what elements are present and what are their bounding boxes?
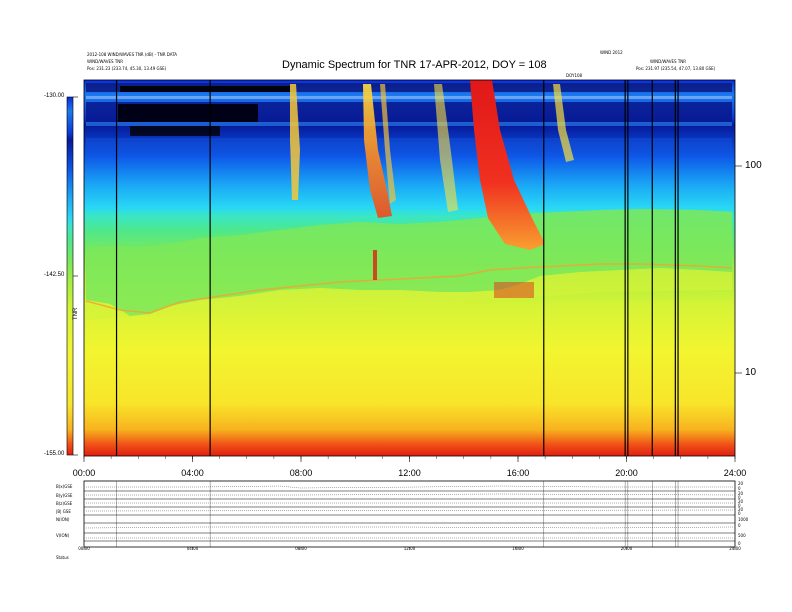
lower-trace bbox=[86, 493, 734, 496]
lower-row-label: N(ION) bbox=[56, 517, 70, 522]
dark-band bbox=[86, 122, 732, 126]
green-band bbox=[86, 209, 732, 316]
lower-right-label: 0 bbox=[738, 523, 741, 528]
lower-right-label: 0 bbox=[738, 541, 741, 546]
radio-burst bbox=[470, 80, 545, 250]
lower-right-label: 1000 bbox=[738, 517, 749, 522]
y-tick-label: 10 bbox=[745, 367, 757, 378]
lower-row-label: Status bbox=[56, 555, 69, 560]
header-right-line-3: Pos: 231.97 (235.54, 47.07, 13.80 GSE) bbox=[636, 66, 716, 71]
chart-title: Dynamic Spectrum for TNR 17-APR-2012, DO… bbox=[282, 59, 547, 71]
colorbar-tick-label: -142.50 bbox=[44, 272, 65, 278]
radio-burst bbox=[290, 84, 300, 200]
radio-burst bbox=[373, 250, 377, 280]
lower-x-tick-label: 24:00 bbox=[729, 546, 741, 551]
lower-right-label: 20 bbox=[738, 507, 744, 512]
lower-right-label: 0 bbox=[738, 503, 741, 508]
lower-row-label: V(ION) bbox=[56, 533, 70, 538]
lower-right-label: 0 bbox=[738, 495, 741, 500]
x-tick-label: 16:00 bbox=[507, 468, 530, 478]
header-left-line-3: Pos: 231.23 (233.74, 45.30, 13.49 GSE) bbox=[87, 66, 167, 71]
header-right-line-2: WIND/WAVES TNR bbox=[650, 59, 687, 64]
x-tick-label: 24:00 bbox=[724, 468, 747, 478]
y-tick-label: 100 bbox=[745, 160, 762, 171]
x-tick-label: 08:00 bbox=[290, 468, 313, 478]
radio-burst bbox=[494, 282, 534, 298]
colorbar-axis-label: TNR bbox=[73, 307, 79, 320]
colorbar bbox=[66, 96, 74, 456]
dark-band bbox=[86, 96, 732, 99]
header-right-line-4: DOY108 bbox=[566, 73, 583, 78]
lower-right-label: 20 bbox=[738, 491, 744, 496]
radio-burst bbox=[363, 84, 392, 218]
radio-burst bbox=[553, 84, 574, 162]
lower-row-label: B(y)GSE bbox=[56, 493, 73, 498]
header-right-line-1: WIND 2012 bbox=[600, 50, 623, 55]
lower-row-label: B(x)GSE bbox=[56, 484, 73, 489]
dark-band bbox=[86, 83, 732, 92]
lower-x-tick-label: 04:00 bbox=[187, 546, 199, 551]
lower-x-tick-label: 12:00 bbox=[404, 546, 416, 551]
lower-trace bbox=[85, 526, 734, 529]
lower-row-label: B(z)GSE bbox=[56, 501, 73, 506]
header-left-line-1: 2012-108 WIND/WAVES TNR (dB) - TNR DATA bbox=[87, 52, 178, 57]
radio-burst bbox=[380, 84, 396, 204]
lower-x-tick-label: 16:00 bbox=[512, 546, 524, 551]
yellow-green-band bbox=[86, 268, 732, 320]
lower-x-tick-label: 00:00 bbox=[78, 546, 90, 551]
dark-band bbox=[86, 138, 732, 156]
x-tick-label: 12:00 bbox=[398, 468, 421, 478]
x-tick-label: 04:00 bbox=[181, 468, 204, 478]
header-left-line-2: WIND/WAVES TNR bbox=[87, 59, 124, 64]
lower-right-label: 0 bbox=[738, 486, 741, 491]
lower-right-label: 20 bbox=[738, 481, 744, 486]
radio-burst bbox=[434, 84, 458, 212]
colorbar-tick-label: -155.00 bbox=[44, 451, 65, 457]
dark-band bbox=[120, 86, 290, 92]
lower-x-tick-label: 08:00 bbox=[295, 546, 307, 551]
lower-row-label: |B| GSE bbox=[56, 509, 71, 514]
x-tick-label: 00:00 bbox=[73, 468, 96, 478]
lower-right-label: 20 bbox=[738, 499, 744, 504]
lower-x-tick-label: 20:00 bbox=[621, 546, 633, 551]
dark-band bbox=[130, 126, 220, 136]
orange-line bbox=[85, 263, 733, 314]
dark-band bbox=[118, 104, 258, 122]
lower-right-label: 500 bbox=[738, 533, 746, 538]
lower-trace bbox=[86, 485, 733, 489]
x-tick-label: 20:00 bbox=[615, 468, 638, 478]
lower-panel-frame bbox=[83, 480, 736, 548]
colorbar-tick-label: -130.00 bbox=[44, 93, 65, 99]
lower-right-label: 0 bbox=[738, 511, 741, 516]
